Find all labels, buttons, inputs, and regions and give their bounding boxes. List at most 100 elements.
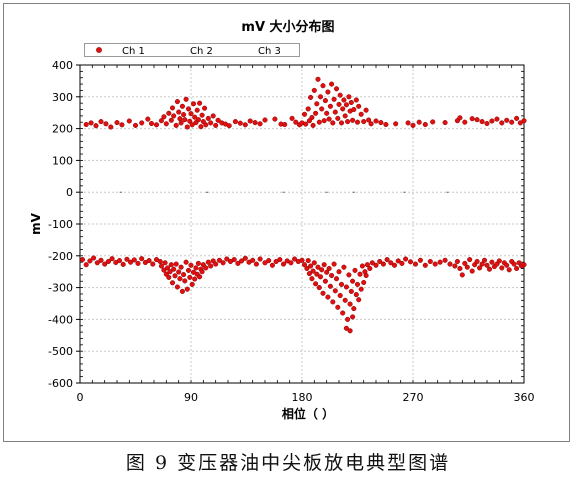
data-point [162, 260, 168, 266]
data-point [327, 103, 333, 109]
data-point [135, 260, 141, 266]
data-point [384, 257, 390, 263]
data-points [79, 76, 527, 334]
data-point [313, 110, 319, 116]
data-point [329, 272, 335, 279]
data-point [282, 121, 288, 128]
data-point [178, 120, 184, 126]
data-point [235, 260, 241, 266]
data-point [354, 281, 361, 287]
data-point [146, 258, 152, 264]
data-point [166, 274, 172, 280]
data-point [167, 269, 173, 275]
x-tick-label: 180 [292, 391, 313, 404]
data-point [342, 297, 348, 303]
data-point [91, 255, 97, 261]
data-point [359, 263, 365, 269]
data-point [403, 256, 409, 262]
data-point [462, 260, 468, 266]
data-point [293, 119, 299, 125]
data-point [177, 116, 183, 122]
data-point [102, 261, 108, 267]
data-point [325, 89, 331, 95]
grid-lines [80, 65, 524, 383]
data-point [351, 306, 357, 312]
data-point [184, 286, 190, 292]
data-point [187, 274, 193, 280]
legend-label-ch1: Ch 1 [122, 46, 145, 57]
data-point [182, 278, 188, 284]
data-point [193, 265, 199, 271]
data-point [348, 288, 354, 294]
data-point [83, 121, 89, 128]
data-point [336, 269, 342, 275]
data-point [205, 259, 211, 265]
data-point [237, 120, 243, 126]
data-point [183, 96, 189, 102]
data-point [321, 262, 327, 268]
data-point [437, 259, 443, 265]
data-point [422, 121, 428, 128]
data-point [205, 115, 211, 121]
data-point [388, 260, 394, 266]
data-point [158, 118, 164, 124]
data-point [139, 120, 145, 126]
data-point [269, 262, 275, 268]
data-point [183, 259, 189, 265]
data-point [336, 101, 342, 107]
x-tick-label: 270 [403, 391, 424, 404]
data-point [430, 119, 436, 125]
data-point [194, 107, 200, 113]
data-point [509, 119, 515, 125]
data-point [333, 276, 340, 282]
data-point [346, 272, 352, 278]
data-point [98, 257, 104, 263]
data-point [88, 120, 94, 126]
data-point [422, 262, 428, 268]
data-point [464, 264, 470, 270]
data-point [521, 262, 527, 268]
data-point [168, 262, 174, 268]
legend-label-ch3: Ch 3 [258, 46, 281, 57]
data-point [499, 120, 505, 126]
data-point [188, 262, 194, 268]
data-point [361, 119, 367, 125]
x-tick-label: 360 [514, 391, 535, 404]
data-point [176, 269, 182, 275]
data-point [454, 258, 460, 265]
data-point [324, 110, 330, 116]
data-point [314, 101, 320, 107]
data-point [98, 119, 104, 125]
data-point [182, 117, 188, 123]
data-point [314, 271, 320, 277]
data-point [337, 92, 343, 98]
data-point [489, 259, 495, 265]
data-point [87, 258, 93, 264]
data-point [181, 112, 187, 118]
data-point [481, 257, 488, 263]
data-point [177, 276, 183, 282]
near-zero-mark [403, 191, 406, 193]
data-point [173, 261, 179, 267]
data-point [157, 258, 163, 265]
data-point [311, 87, 317, 93]
data-point [202, 105, 208, 111]
data-point [506, 267, 512, 273]
data-point [353, 292, 359, 298]
data-point [511, 261, 517, 267]
data-point [474, 117, 480, 123]
data-point [108, 124, 114, 130]
data-point [383, 121, 389, 128]
data-point [232, 119, 238, 125]
data-point [517, 120, 523, 126]
data-point [184, 124, 190, 130]
data-point [253, 261, 259, 267]
y-tick-label: -300 [48, 282, 73, 295]
y-tick-label: -600 [48, 377, 73, 390]
data-point [350, 314, 356, 320]
data-point [358, 111, 364, 117]
data-point [145, 116, 151, 122]
y-tick-label: 400 [52, 59, 73, 72]
data-point [161, 114, 167, 120]
data-point [126, 118, 132, 124]
